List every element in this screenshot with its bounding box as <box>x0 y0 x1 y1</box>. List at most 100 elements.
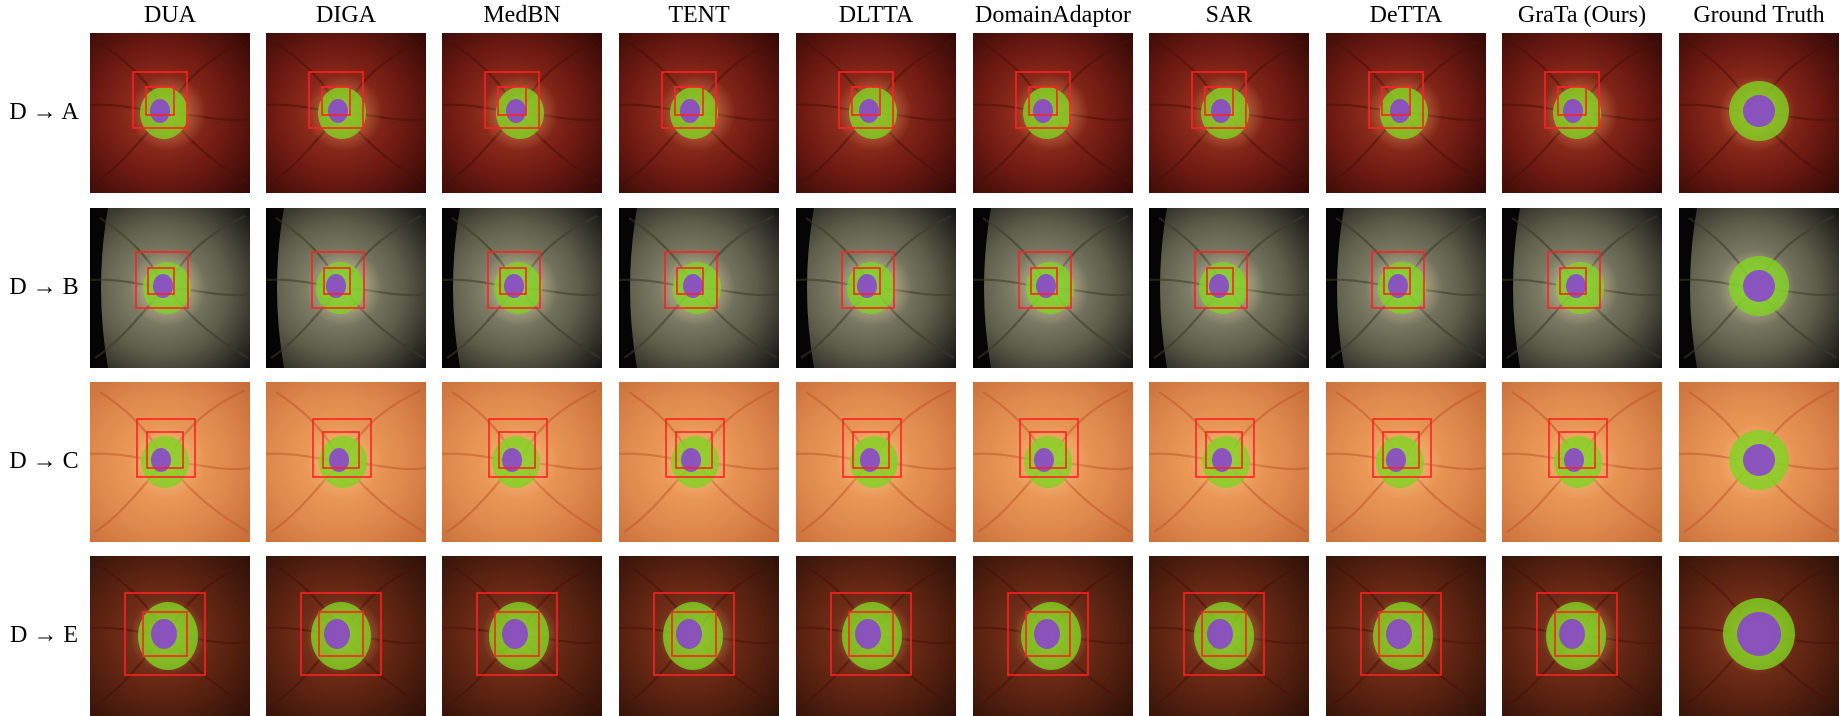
cup-bounding-box <box>1204 86 1234 116</box>
disc-bounding-box <box>1019 418 1079 478</box>
column-header: DLTTA <box>838 2 914 28</box>
fundus-image <box>796 556 956 716</box>
disc-bounding-box <box>484 71 540 129</box>
fundus-edge <box>1149 208 1167 368</box>
cup-mask <box>859 99 879 123</box>
disc-bounding-box <box>1536 592 1618 676</box>
column-header: TENT <box>668 2 730 28</box>
disc-bounding-box <box>838 71 894 129</box>
fundus-edge <box>90 208 108 368</box>
cup-mask <box>1737 612 1781 656</box>
cup-bounding-box <box>674 86 704 116</box>
cup-bounding-box <box>1206 267 1234 295</box>
fundus-image <box>973 208 1133 368</box>
cup-bounding-box <box>851 86 881 116</box>
cup-mask <box>1564 448 1584 472</box>
cup-bounding-box <box>675 431 713 469</box>
disc-bounding-box <box>1548 418 1608 478</box>
cup-bounding-box <box>147 267 175 295</box>
fundus-image <box>1149 556 1309 716</box>
disc-bounding-box <box>488 418 548 478</box>
cup-mask <box>857 274 877 298</box>
cup-mask <box>1559 619 1585 649</box>
fundus-edge <box>266 208 284 368</box>
cup-mask <box>1034 448 1054 472</box>
fundus-image <box>1679 382 1839 542</box>
cup-mask <box>1209 274 1229 298</box>
column-header: DIGA <box>316 2 376 28</box>
fundus-image <box>619 208 779 368</box>
cup-bounding-box <box>145 86 175 116</box>
cup-mask <box>502 619 528 649</box>
cup-bounding-box <box>848 611 894 657</box>
cup-mask <box>1743 270 1775 302</box>
fundus-image <box>973 382 1133 542</box>
cup-mask <box>683 274 703 298</box>
cup-bounding-box <box>1030 267 1058 295</box>
cup-bounding-box <box>676 267 704 295</box>
cup-mask <box>1386 619 1412 649</box>
cup-mask <box>855 619 881 649</box>
fundus-image <box>1502 556 1662 716</box>
cup-mask <box>328 99 348 123</box>
fundus-image <box>796 33 956 193</box>
disc-bounding-box <box>124 592 206 676</box>
cup-bounding-box <box>1029 431 1067 469</box>
column-header: DomainAdaptor <box>975 2 1131 28</box>
cup-mask <box>1034 619 1060 649</box>
cup-bounding-box <box>1025 611 1071 657</box>
cup-mask <box>1388 274 1408 298</box>
row-label: D → E <box>10 622 78 648</box>
fundus-image <box>266 33 426 193</box>
fundus-image <box>266 382 426 542</box>
fundus-edge <box>1679 208 1697 368</box>
fundus-image <box>1326 208 1486 368</box>
cup-bounding-box <box>499 267 527 295</box>
fundus-image <box>1326 382 1486 542</box>
column-header: SAR <box>1205 2 1253 28</box>
cup-bounding-box <box>322 431 360 469</box>
cup-mask <box>860 448 880 472</box>
disc-bounding-box <box>665 418 725 478</box>
disc-bounding-box <box>136 418 196 478</box>
cup-bounding-box <box>1559 267 1587 295</box>
cup-bounding-box <box>323 267 351 295</box>
cup-mask <box>1036 274 1056 298</box>
cup-bounding-box <box>494 611 540 657</box>
cup-bounding-box <box>146 431 184 469</box>
cup-mask <box>680 99 700 123</box>
cup-bounding-box <box>321 86 351 116</box>
cup-bounding-box <box>1557 86 1587 116</box>
fundus-image <box>1502 208 1662 368</box>
column-header: DUA <box>144 2 196 28</box>
fundus-image <box>1502 33 1662 193</box>
column-header: DeTTA <box>1369 2 1443 28</box>
cup-mask <box>326 274 346 298</box>
disc-bounding-box <box>1360 592 1442 676</box>
disc-bounding-box <box>1547 251 1601 309</box>
disc-bounding-box <box>487 251 541 309</box>
cup-mask <box>1211 99 1231 123</box>
disc-bounding-box <box>1191 71 1247 129</box>
cup-bounding-box <box>852 431 890 469</box>
cup-bounding-box <box>1205 431 1243 469</box>
fundus-image <box>266 208 426 368</box>
cup-mask <box>1743 95 1775 127</box>
fundus-edge <box>619 208 637 368</box>
fundus-image <box>90 556 250 716</box>
cup-mask <box>506 99 526 123</box>
cup-bounding-box <box>1378 611 1424 657</box>
fundus-image <box>1149 382 1309 542</box>
fundus-edge <box>796 208 814 368</box>
fundus-image <box>973 556 1133 716</box>
cup-mask <box>681 448 701 472</box>
fundus-image <box>442 33 602 193</box>
fundus-image <box>1679 33 1839 193</box>
disc-bounding-box <box>653 592 735 676</box>
disc-bounding-box <box>476 592 558 676</box>
fundus-image <box>442 382 602 542</box>
fundus-edge <box>1326 208 1344 368</box>
fundus-image <box>619 382 779 542</box>
row-label: D → A <box>9 99 79 125</box>
fundus-edge <box>1502 208 1520 368</box>
